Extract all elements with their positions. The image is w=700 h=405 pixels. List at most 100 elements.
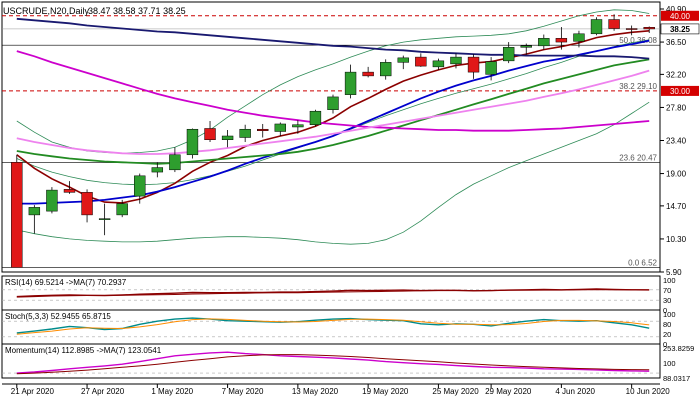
momentum-series-line-2 — [16, 354, 650, 375]
stochastic-series-line-2 — [16, 318, 650, 335]
moving-average-line-4 — [16, 17, 650, 60]
bull-candle — [134, 175, 146, 197]
price-tick-label: 23.40 — [666, 137, 687, 146]
level-30-label: 38.2 29.10 — [619, 82, 657, 91]
level-fib236-label: 23.6 20.47 — [619, 154, 657, 163]
moving-average-line-3 — [16, 58, 650, 165]
rsi-series-line-2 — [16, 289, 650, 298]
stochastic-scale-label: 100 — [663, 310, 676, 319]
main-plot-frame — [1, 1, 661, 273]
momentum-scale-label: 253.8259 — [663, 344, 694, 353]
bollinger-lower-line — [16, 101, 650, 245]
bear-candle — [204, 128, 216, 141]
bear-candle — [555, 38, 568, 43]
bear-candle — [257, 128, 269, 131]
level-fib0-label: 0.0 6.52 — [628, 258, 657, 267]
bear-candle — [63, 189, 76, 193]
bull-candle — [46, 189, 58, 212]
level-30-price-tag-label: 30.00 — [670, 87, 691, 96]
time-tick-label: 21 Apr 2020 — [11, 387, 55, 396]
level-30-price-tag — [661, 85, 699, 96]
bull-candle — [450, 56, 462, 65]
chart-title: USCRUDE,N20,Daily — [3, 6, 90, 16]
current-price-label: 38.25 — [670, 25, 691, 34]
stochastic-scale-label: 20 — [663, 330, 671, 339]
level-40-price-tag — [661, 10, 699, 21]
bull-candle — [344, 71, 357, 95]
bull-candle — [538, 38, 550, 47]
bear-candle — [625, 28, 638, 30]
bear-candle — [81, 192, 93, 216]
price-tick-label: 27.80 — [666, 103, 687, 112]
price-tick-label: 14.70 — [666, 202, 687, 211]
momentum-panel-frame — [1, 343, 661, 379]
bull-candle — [327, 96, 339, 110]
ohlc-readout: 38.47 38.58 37.71 38.25 — [88, 6, 186, 16]
momentum-scale-label: 100 — [663, 359, 676, 368]
bull-candle — [274, 123, 286, 132]
bull-candle — [590, 19, 603, 35]
time-tick-label: 13 May 2020 — [292, 387, 339, 396]
levels-layer: 50.0 36.08 38.2 29.10 23.6 20.47 0.0 6.52 — [2, 15, 660, 268]
momentum-scale-label: 88.0317 — [663, 374, 690, 383]
time-tick-label: 1 May 2020 — [151, 387, 193, 396]
price-tick-label: 36.50 — [666, 38, 687, 47]
bull-candle — [432, 60, 445, 68]
time-tick-label: 27 Apr 2020 — [81, 387, 125, 396]
momentum-series-line-1 — [16, 351, 650, 374]
bear-candle — [362, 71, 374, 77]
grid-layer — [1, 1, 661, 273]
bull-candle — [221, 135, 234, 141]
rsi-scale-label: 100 — [663, 276, 676, 285]
indicators-layer: RSI(14) 69.5214 ->MA(7) 70.2937 10070300S… — [1, 275, 694, 383]
level-40-price-tag-label: 40.00 — [670, 12, 691, 21]
price-tick-label: 32.20 — [666, 70, 687, 79]
bull-candle — [485, 61, 497, 75]
moving-average-line-5 — [16, 50, 650, 132]
bull-candle — [520, 45, 532, 48]
bull-candle — [186, 128, 199, 156]
current-price-tag — [660, 23, 700, 35]
time-tick-label: 10 Jun 2020 — [626, 387, 671, 396]
bull-candle — [573, 33, 585, 42]
bear-candle — [608, 19, 620, 29]
time-tick-label: 25 May 2020 — [432, 387, 479, 396]
moving-average-line-6 — [16, 69, 650, 155]
bear-candle — [415, 56, 427, 67]
bull-candle — [292, 124, 304, 128]
level-fib50-label: 50.0 36.08 — [619, 36, 657, 45]
bear-candle — [643, 27, 655, 30]
stochastic-label: Stoch(5,3,3) 52.9455 65.8715 — [5, 312, 111, 321]
bull-candle — [309, 110, 322, 125]
price-axis-layer: 40.90 36.50 32.20 27.80 23.40 19.00 14.70 10.30… — [660, 5, 700, 277]
bear-candle — [467, 56, 480, 73]
time-axis-layer: 21 Apr 2020 27 Apr 2020 1 May 2020 7 May 20… — [2, 383, 671, 396]
moving-average-line-1 — [16, 30, 650, 204]
stochastic-scale-label: 80 — [663, 320, 671, 329]
time-tick-label: 29 May 2020 — [485, 387, 532, 396]
rsi-label: RSI(14) 69.5214 ->MA(7) 70.2937 — [5, 278, 127, 287]
bull-candle — [98, 218, 111, 220]
rsi-scale-label: 0 — [663, 306, 667, 315]
stochastic-scale-label: 0 — [663, 340, 667, 349]
bull-candle — [239, 128, 251, 138]
price-tick-label: 40.90 — [666, 5, 687, 14]
bull-candle — [151, 167, 164, 173]
moving-average-line-2 — [16, 39, 650, 205]
rsi-scale-label: 70 — [663, 286, 671, 295]
bull-candle — [397, 57, 409, 63]
time-tick-label: 19 May 2020 — [362, 387, 409, 396]
bull-candle — [380, 62, 392, 77]
time-tick-label: 4 Jun 2020 — [555, 387, 595, 396]
bull-candle — [28, 207, 41, 216]
bull-candle — [116, 203, 128, 216]
price-tick-label: 19.00 — [666, 170, 687, 179]
bull-candle — [502, 47, 515, 62]
bear-candle — [11, 162, 23, 268]
momentum-label: Momentum(14) 112.8985 ->MA(7) 123.0541 — [5, 346, 162, 355]
price-tick-label: 10.30 — [666, 235, 687, 244]
candles-layer — [11, 14, 655, 268]
rsi-scale-label: 30 — [663, 296, 671, 305]
